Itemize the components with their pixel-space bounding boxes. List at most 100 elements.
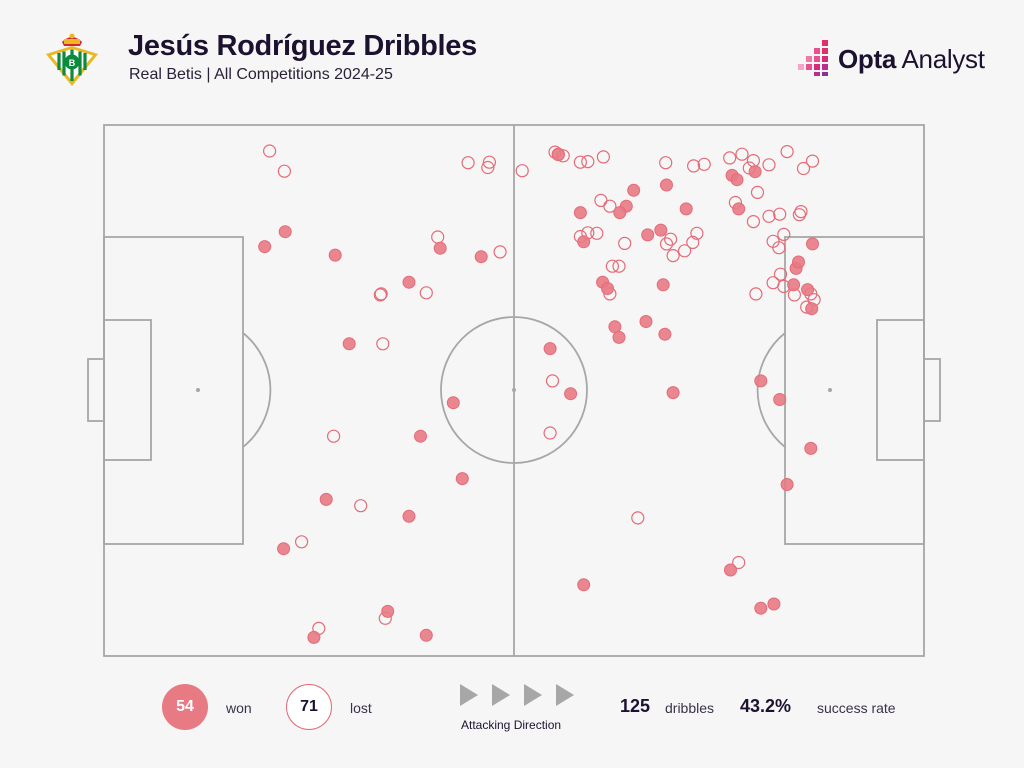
won-dribble-point <box>767 597 781 611</box>
lost-dribble-point <box>796 161 811 176</box>
won-dribble-point <box>639 315 653 328</box>
won-dribble-point <box>601 282 614 295</box>
lost-dribble-point <box>697 157 711 171</box>
lost-dribble-point <box>792 208 807 222</box>
lost-dribble-point <box>493 245 507 259</box>
won-dribble-point <box>732 202 746 216</box>
play-arrow-icon <box>524 684 542 706</box>
svg-text:B: B <box>69 58 76 68</box>
lost-dribble-point <box>573 155 588 169</box>
lost-dribble-point <box>374 287 388 301</box>
lost-dribble-point <box>794 205 808 219</box>
won-dribble-point <box>319 492 333 506</box>
lost-dribble-point <box>515 164 529 178</box>
legend-footer: 54 won 71 lost Attacking Direction 125 d… <box>0 676 1024 746</box>
won-dribble-point <box>724 563 737 577</box>
lost-dribble-point <box>732 555 746 570</box>
play-arrow-icon <box>492 684 510 706</box>
won-dribble-point <box>792 255 805 269</box>
won-dribble-point <box>805 302 819 316</box>
won-dribble-point <box>433 241 447 255</box>
lost-dribble-point <box>594 193 608 207</box>
won-dribble-point <box>402 509 416 523</box>
lost-dribble-point <box>777 227 791 241</box>
attacking-direction-label: Attacking Direction <box>461 718 562 732</box>
pitch-chart <box>87 124 941 657</box>
lost-dribble-point <box>746 154 761 168</box>
won-dribble-point <box>660 178 673 192</box>
left-penalty-arc <box>242 332 272 448</box>
pitch-markings <box>87 124 941 657</box>
won-dribble-point <box>564 387 578 401</box>
real-betis-crest-icon: B <box>46 33 98 86</box>
won-dribble-point <box>656 278 670 292</box>
lost-label: lost <box>350 700 372 716</box>
lost-dribble-point <box>277 164 291 178</box>
lost-dribble-point <box>376 337 390 351</box>
right-goal <box>923 358 941 422</box>
dribbles-label: dribbles <box>665 700 715 716</box>
lost-dribble-point <box>677 244 692 258</box>
won-dribbles-series <box>258 148 819 644</box>
won-dribble-point <box>577 578 591 592</box>
won-dribble-point <box>342 337 356 351</box>
won-dribble-point <box>328 248 342 262</box>
chart-subtitle: Real Betis | All Competitions 2024-25 <box>129 66 393 83</box>
lost-dribble-point <box>773 267 788 281</box>
lost-dribble-point <box>762 158 776 172</box>
lost-dribble-point <box>327 429 341 443</box>
lost-dribble-point <box>750 185 765 199</box>
won-dribble-point <box>748 165 762 179</box>
lost-dribble-point <box>596 150 611 164</box>
won-dribble-point <box>414 429 427 443</box>
centre-circle <box>440 316 588 464</box>
lost-dribble-point <box>659 237 674 251</box>
won-dribble-point <box>613 206 627 220</box>
lost-dribble-point <box>373 288 387 302</box>
lost-dribble-point <box>686 159 701 173</box>
lost-dribble-point <box>263 144 277 158</box>
won-dribble-point <box>804 441 818 455</box>
success-rate-label: success rate <box>817 700 896 716</box>
lost-dribble-point <box>690 226 704 240</box>
lost-dribble-point <box>581 155 595 169</box>
lost-dribble-point <box>431 230 445 244</box>
lost-dribble-point <box>543 426 557 440</box>
won-count-badge: 54 <box>162 684 208 730</box>
lost-dribble-point <box>481 160 495 175</box>
opta-analyst-logo-icon <box>798 40 828 76</box>
won-dribble-point <box>787 278 801 292</box>
attacking-direction-arrows <box>460 684 574 706</box>
lost-dribble-point <box>686 235 700 249</box>
lost-dribble-point <box>482 155 496 169</box>
success-rate-value: 43.2% <box>740 696 792 716</box>
won-dribble-point <box>577 235 591 249</box>
play-arrow-icon <box>460 684 478 706</box>
won-dribble-point <box>658 327 672 341</box>
won-dribble-point <box>455 472 469 486</box>
lost-dribble-point <box>659 156 673 170</box>
won-dribble-point <box>754 374 768 388</box>
right-penalty-box <box>784 236 925 545</box>
won-dribble-point <box>446 396 460 410</box>
won-dribble-point <box>402 275 416 289</box>
won-dribble-point <box>754 601 768 615</box>
lost-dribble-point <box>663 232 678 246</box>
won-dribble-point <box>641 228 655 242</box>
won-dribble-point <box>381 604 395 618</box>
won-dribble-point <box>780 478 794 491</box>
won-dribble-point <box>258 240 272 254</box>
brand-name: Opta Analyst <box>838 44 985 74</box>
lost-dribble-point <box>735 147 749 161</box>
lost-dribble-point <box>749 287 763 301</box>
won-dribble-point <box>278 225 292 239</box>
right-six-yard-box <box>876 319 925 461</box>
lost-dribble-point <box>461 156 475 170</box>
lost-dribble-point <box>723 151 737 165</box>
lost-dribble-point <box>612 259 626 273</box>
won-dribble-point <box>801 283 815 297</box>
lost-dribble-point <box>746 215 761 229</box>
opta-analyst-logo: Opta Analyst <box>798 40 998 76</box>
centre-spot <box>512 388 516 392</box>
left-goal <box>87 358 105 422</box>
